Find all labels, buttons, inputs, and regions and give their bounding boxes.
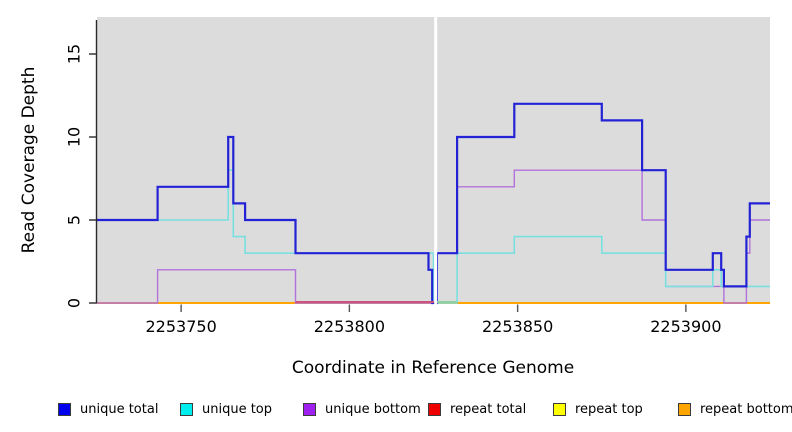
y-tick-label: 15	[64, 43, 84, 65]
legend-label-repeat-bottom: repeat bottom	[700, 401, 792, 417]
x-axis-title: Coordinate in Reference Genome	[291, 358, 575, 378]
gap-band	[434, 16, 438, 306]
legend-swatch-unique-total-icon	[58, 402, 71, 416]
series-line-unique-total	[97, 102, 770, 305]
y-tick-label: 5	[64, 214, 84, 226]
legend-label-unique-total: unique total	[80, 401, 159, 417]
legend-item-repeat-total: repeat total	[428, 399, 526, 419]
legend-label-repeat-total: repeat total	[450, 401, 527, 417]
legend-swatch-repeat-total-icon	[428, 402, 441, 416]
x-tick-label: 2253900	[650, 317, 722, 336]
legend-item-repeat-top: repeat top	[553, 399, 643, 419]
legend-item-unique-bottom: unique bottom	[303, 399, 421, 419]
x-tick-label: 2253800	[313, 317, 386, 336]
legend: unique total unique top unique bottom repea…	[0, 399, 792, 421]
legend-swatch-unique-bottom-icon	[303, 402, 316, 416]
y-tick-label: 0	[64, 297, 84, 309]
legend-swatch-repeat-top-icon	[553, 402, 566, 416]
x-tick-label: 2253750	[145, 317, 217, 336]
legend-label-repeat-top: repeat top	[575, 401, 643, 417]
legend-label-unique-top: unique top	[202, 401, 273, 417]
legend-swatch-repeat-bottom-icon	[678, 402, 691, 416]
x-tick-label: 2253850	[481, 317, 554, 336]
legend-label-unique-bottom: unique bottom	[325, 401, 421, 417]
y-axis-title: Read Coverage Depth	[19, 66, 39, 254]
legend-swatch-unique-top-icon	[180, 402, 193, 416]
legend-item-unique-total: unique total	[58, 399, 158, 419]
legend-item-unique-top: unique top	[180, 399, 272, 419]
y-tick-label: 10	[64, 126, 84, 148]
legend-item-repeat-bottom: repeat bottom	[678, 399, 792, 419]
